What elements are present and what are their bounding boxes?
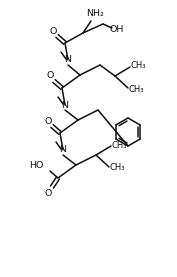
Text: CH₃: CH₃ <box>128 84 144 94</box>
Text: O: O <box>44 189 52 199</box>
Text: OH: OH <box>110 25 124 35</box>
Text: O: O <box>46 71 54 81</box>
Text: CH₃: CH₃ <box>130 61 146 71</box>
Text: N: N <box>64 55 72 65</box>
Text: CH₃: CH₃ <box>111 140 127 150</box>
Text: N: N <box>61 101 68 109</box>
Text: O: O <box>44 117 52 125</box>
Text: CH₃: CH₃ <box>109 163 125 173</box>
Text: HO: HO <box>30 161 44 171</box>
Text: N: N <box>59 145 67 155</box>
Text: O: O <box>49 27 57 35</box>
Text: NH₂: NH₂ <box>86 9 104 19</box>
